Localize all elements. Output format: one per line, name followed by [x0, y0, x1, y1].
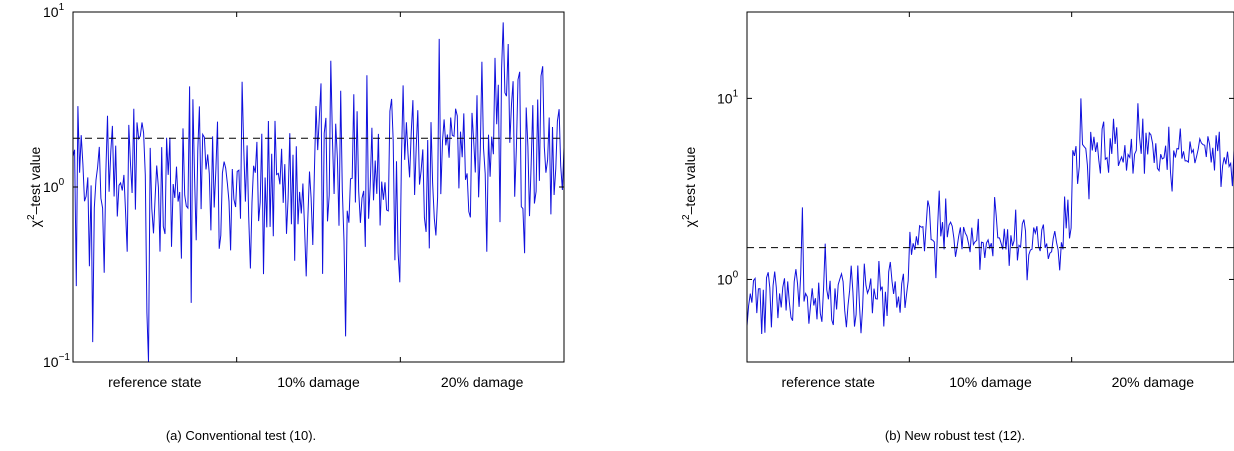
chart-panel-2: 100 101 reference state 10% damage 20% damag…: [681, 11, 1234, 443]
panel-caption: (a) Conventional test (10).: [166, 428, 316, 443]
data-series-line-1: [72, 22, 565, 363]
x-category-label: 10% damage: [949, 374, 1032, 390]
y-axis-title: χ2–test value: [26, 146, 43, 227]
chart-panel-1: 10−1 100 101 reference state 10% damage 20% d…: [26, 2, 565, 443]
panel-caption: (b) New robust test (12).: [885, 428, 1025, 443]
plot-frame: [746, 11, 1234, 363]
y-tick-label: 101: [43, 2, 65, 20]
y-tick-label: 10−1: [43, 352, 70, 370]
x-category-label: 20% damage: [1112, 374, 1195, 390]
x-category-label: reference state: [781, 374, 875, 390]
x-category-label: 20% damage: [441, 374, 524, 390]
x-category-label: reference state: [108, 374, 202, 390]
data-series-line-1: [746, 98, 1234, 335]
x-category-label: 10% damage: [277, 374, 360, 390]
y-tick-label: 100: [717, 269, 739, 287]
y-axis-title: χ2–test value: [681, 146, 698, 227]
y-tick-label: 100: [43, 177, 65, 195]
y-tick-label: 101: [717, 88, 739, 106]
